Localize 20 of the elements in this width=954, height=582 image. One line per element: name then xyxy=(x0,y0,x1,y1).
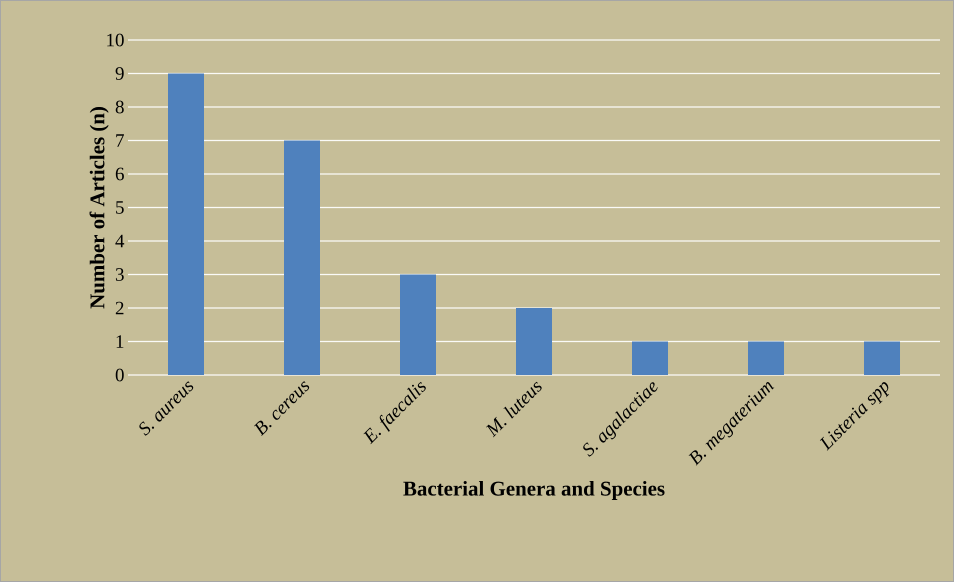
y-tick-label: 3 xyxy=(116,268,124,281)
y-tick-label: 6 xyxy=(116,168,124,180)
y-tick-label: 4 xyxy=(115,234,124,248)
y-tick-label: 7 xyxy=(116,134,124,147)
y-tick-label: 8 xyxy=(116,100,124,114)
y-axis-title: Number of Articles (n) xyxy=(90,107,109,308)
bar xyxy=(748,342,784,375)
y-tick-label: 10 xyxy=(107,34,124,46)
y-tick-label: 5 xyxy=(116,201,124,214)
bar xyxy=(516,308,552,375)
y-tick-label: 9 xyxy=(116,67,124,80)
bar xyxy=(400,274,436,375)
bar xyxy=(632,342,668,375)
bar xyxy=(284,140,320,375)
bar xyxy=(168,73,204,375)
y-tick-label: 2 xyxy=(116,302,124,314)
x-axis-title: Bacterial Genera and Species xyxy=(403,480,665,500)
bar xyxy=(864,342,900,375)
y-tick-label: 1 xyxy=(116,335,124,348)
y-tick-label: 0 xyxy=(116,368,124,382)
